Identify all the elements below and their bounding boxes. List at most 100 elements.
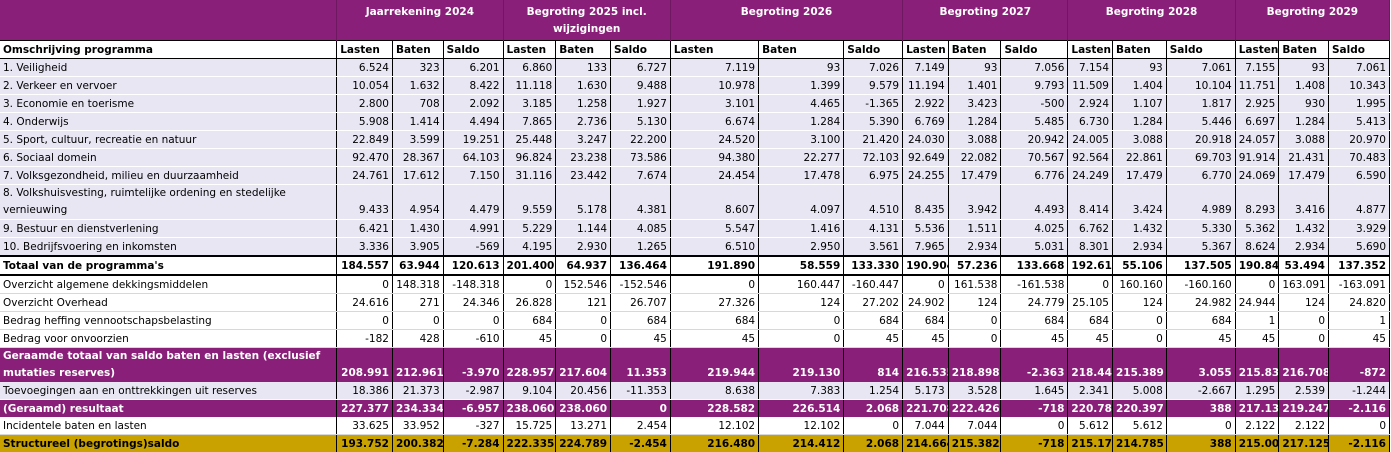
value-cell: -2.454: [610, 434, 671, 452]
row-label: 1. Veiligheid: [0, 58, 338, 77]
column-header-baten: Baten: [392, 40, 444, 59]
value-cell: 0: [336, 311, 393, 330]
value-cell: 1.430: [392, 219, 444, 238]
value-cell: 7.026: [843, 58, 904, 77]
value-cell: 4.510: [843, 184, 904, 220]
value-cell: -11.353: [610, 382, 671, 400]
value-cell: 7.965: [902, 237, 949, 257]
value-cell: 4.195: [503, 237, 557, 257]
group-header: Begroting 2028: [1067, 0, 1236, 41]
value-cell: 5.612: [1112, 417, 1167, 435]
value-cell: -6.957: [443, 399, 504, 417]
value-cell: 219.247: [1278, 399, 1329, 417]
row-label: 3. Economie en toerisme: [0, 94, 338, 113]
value-cell: 0: [1235, 275, 1280, 294]
group-header: Begroting 2027: [902, 0, 1069, 41]
value-cell: 2.925: [1235, 94, 1280, 113]
value-cell: -718: [1000, 399, 1069, 417]
column-header-lasten: Lasten: [670, 40, 760, 59]
value-cell: 4.954: [392, 184, 444, 220]
value-cell: 25.448: [503, 130, 557, 149]
value-cell: 152.546: [555, 275, 612, 294]
value-cell: 6.510: [670, 237, 760, 257]
row-label: 7. Volksgezondheid, milieu en duurzaamhe…: [0, 166, 338, 185]
value-cell: 17.612: [392, 166, 444, 185]
value-cell: 15.725: [503, 417, 557, 435]
overview-row: Bedrag heffing vennootschapsbelasting 0 0 0…: [0, 311, 1390, 330]
value-cell: 930: [1278, 94, 1329, 113]
value-cell: 6.421: [336, 219, 393, 238]
value-cell: 0: [555, 329, 612, 348]
value-cell: -148.318: [443, 275, 504, 294]
value-cell: 27.326: [670, 293, 760, 312]
value-cell: 24.902: [902, 293, 949, 312]
column-header-saldo: Saldo: [443, 40, 504, 59]
value-cell: 0: [336, 275, 393, 294]
value-cell: -1.365: [843, 94, 904, 113]
resultaat-row: (Geraamd) resultaat 227.377 234.334 -6.957 2…: [0, 399, 1390, 417]
value-cell: 4.465: [758, 94, 845, 113]
value-cell: 214.785: [1112, 434, 1167, 452]
value-cell: 684: [843, 311, 904, 330]
programme-row: 8. Volkshuisvesting, ruimtelijke ordenin…: [0, 184, 1390, 220]
value-cell: 2.800: [336, 94, 393, 113]
value-cell: -500: [1000, 94, 1069, 113]
value-cell: -718: [1000, 434, 1069, 452]
value-cell: 7.044: [948, 417, 1002, 435]
value-cell: 7.056: [1000, 58, 1069, 77]
column-header-saldo: Saldo: [843, 40, 904, 59]
value-cell: 8.638: [670, 382, 760, 400]
value-cell: 12.102: [670, 417, 760, 435]
value-cell: 215.173: [1067, 434, 1113, 452]
row-label: (Geraamd) resultaat: [0, 399, 338, 417]
value-cell: 200.382: [392, 434, 444, 452]
value-cell: 24.346: [443, 293, 504, 312]
programme-row: 10. Bedrijfsvoering en inkomsten 3.336 3.9…: [0, 237, 1390, 257]
row-label: Incidentele baten en lasten: [0, 417, 338, 435]
value-cell: 1: [1235, 311, 1280, 330]
value-cell: 1.295: [1235, 382, 1280, 400]
value-cell: 234.334: [392, 399, 444, 417]
value-cell: 0: [902, 275, 949, 294]
value-cell: 91.914: [1235, 148, 1280, 167]
value-cell: -2.987: [443, 382, 504, 400]
value-cell: 1.401: [948, 76, 1002, 95]
value-cell: 1.399: [758, 76, 845, 95]
value-cell: 0: [555, 311, 612, 330]
column-header-baten: Baten: [555, 40, 612, 59]
value-cell: 1.645: [1000, 382, 1069, 400]
value-cell: 6.975: [843, 166, 904, 185]
value-cell: 3.088: [1278, 130, 1329, 149]
value-cell: 11.118: [503, 76, 557, 95]
value-cell: 684: [670, 311, 760, 330]
value-cell: 238.060: [555, 399, 612, 417]
value-cell: 0: [1000, 417, 1069, 435]
value-cell: 1.432: [1278, 219, 1329, 238]
value-cell: 53.494: [1278, 255, 1329, 276]
value-cell: 184.557: [336, 255, 393, 276]
value-cell: 6.524: [336, 58, 393, 77]
value-cell: 8.414: [1067, 184, 1113, 220]
value-cell: 8.301: [1067, 237, 1113, 257]
value-cell: 220.785: [1067, 399, 1113, 417]
value-cell: 45: [610, 329, 671, 348]
value-cell: 28.367: [392, 148, 444, 167]
value-cell: 684: [902, 311, 949, 330]
value-cell: 5.690: [1328, 237, 1390, 257]
value-cell: 160.160: [1112, 275, 1167, 294]
row-label: Overzicht Overhead: [0, 293, 338, 312]
value-cell: 3.336: [336, 237, 393, 257]
value-cell: 216.535: [902, 347, 949, 382]
column-header-lasten: Lasten: [1067, 40, 1113, 59]
value-cell: 3.423: [948, 94, 1002, 113]
value-cell: 271: [392, 293, 444, 312]
value-cell: 0: [1067, 275, 1113, 294]
value-cell: 1.927: [610, 94, 671, 113]
value-cell: 4.025: [1000, 219, 1069, 238]
value-cell: 212.961: [392, 347, 444, 382]
value-cell: 2.092: [443, 94, 504, 113]
value-cell: 3.088: [1112, 130, 1167, 149]
value-cell: 17.479: [1278, 166, 1329, 185]
value-cell: 93: [1278, 58, 1329, 77]
